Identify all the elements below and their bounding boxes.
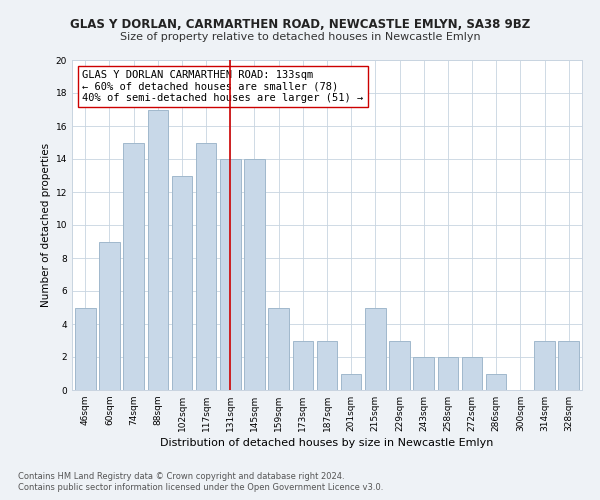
- Y-axis label: Number of detached properties: Number of detached properties: [41, 143, 52, 307]
- Bar: [365, 308, 386, 390]
- Text: Contains public sector information licensed under the Open Government Licence v3: Contains public sector information licen…: [18, 484, 383, 492]
- Bar: [99, 242, 120, 390]
- Bar: [268, 308, 289, 390]
- Bar: [244, 159, 265, 390]
- Bar: [437, 357, 458, 390]
- Text: Size of property relative to detached houses in Newcastle Emlyn: Size of property relative to detached ho…: [119, 32, 481, 42]
- Bar: [220, 159, 241, 390]
- Bar: [148, 110, 168, 390]
- Bar: [75, 308, 95, 390]
- Bar: [559, 340, 579, 390]
- Bar: [196, 142, 217, 390]
- Bar: [172, 176, 192, 390]
- Bar: [486, 374, 506, 390]
- Bar: [341, 374, 361, 390]
- Text: Contains HM Land Registry data © Crown copyright and database right 2024.: Contains HM Land Registry data © Crown c…: [18, 472, 344, 481]
- Bar: [534, 340, 555, 390]
- Bar: [413, 357, 434, 390]
- Bar: [293, 340, 313, 390]
- Bar: [462, 357, 482, 390]
- Text: GLAS Y DORLAN, CARMARTHEN ROAD, NEWCASTLE EMLYN, SA38 9BZ: GLAS Y DORLAN, CARMARTHEN ROAD, NEWCASTL…: [70, 18, 530, 30]
- Text: GLAS Y DORLAN CARMARTHEN ROAD: 133sqm
← 60% of detached houses are smaller (78)
: GLAS Y DORLAN CARMARTHEN ROAD: 133sqm ← …: [82, 70, 364, 103]
- Bar: [317, 340, 337, 390]
- X-axis label: Distribution of detached houses by size in Newcastle Emlyn: Distribution of detached houses by size …: [160, 438, 494, 448]
- Bar: [124, 142, 144, 390]
- Bar: [389, 340, 410, 390]
